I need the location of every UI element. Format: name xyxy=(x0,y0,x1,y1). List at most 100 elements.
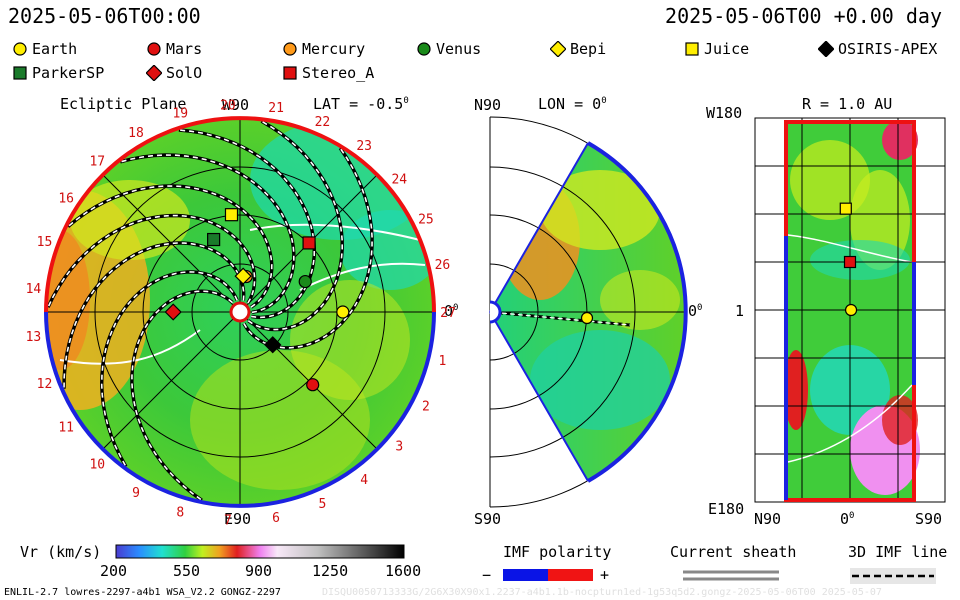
colorbar-tick: 1250 xyxy=(312,562,349,580)
colorbar-tick: 1600 xyxy=(385,562,422,580)
legend-label: Earth xyxy=(32,40,78,58)
legend-item-osiris-apex: OSIRIS-APEX xyxy=(818,40,937,58)
colorbar-tick: 200 xyxy=(100,562,128,580)
ecliptic-e90-label: E90 xyxy=(224,510,252,528)
model-footer: ENLIL-2.7 lowres-2297-a4b1 WSA_V2.2 GONG… xyxy=(4,587,281,598)
carrington-label: 21 xyxy=(268,101,284,116)
carrington-label: 17 xyxy=(89,155,105,170)
legend-label: SolO xyxy=(166,64,203,82)
osiris-apex-marker xyxy=(264,336,282,354)
left-timestamp: 2025-05-06T00:00 xyxy=(8,4,201,28)
carrington-label: 15 xyxy=(37,235,53,250)
radial-surface-panel xyxy=(754,117,946,503)
current-sheath-title: Current sheath xyxy=(670,543,797,561)
carrington-label: 7 xyxy=(224,514,232,529)
earth-legend-icon xyxy=(13,42,27,56)
juice-legend-icon xyxy=(685,42,699,56)
ecliptic-w90-label: W90 xyxy=(222,96,250,114)
carrington-label: 4 xyxy=(360,473,368,488)
legend-item-stereo-a: Stereo_A xyxy=(282,64,374,82)
carrington-label: 26 xyxy=(435,258,451,273)
imf-field-line-dash xyxy=(120,154,295,314)
imf-field-line-dash xyxy=(47,214,256,308)
carrington-label: 2 xyxy=(422,399,430,414)
juice-marker xyxy=(224,208,239,222)
carrington-label: 10 xyxy=(89,457,105,472)
radial-one-label: 1 xyxy=(735,302,745,320)
carrington-label: 5 xyxy=(318,497,326,512)
right-timestamp: 2025-05-06T00 +0.00 day xyxy=(665,4,942,28)
ecliptic-title: Ecliptic Plane xyxy=(60,95,187,113)
meridional-n90-label: N90 xyxy=(474,96,502,114)
watermark-footer: DISQU0050713333G/2G6X30X90x1.2237-a4b1.1… xyxy=(322,587,882,598)
meridional-lon-label: LON = 00 xyxy=(538,95,607,113)
parkersp-marker xyxy=(207,232,221,247)
stereo-a-legend-icon xyxy=(283,66,297,80)
imf-field-line-dash xyxy=(100,271,238,467)
osiris-apex-legend-icon xyxy=(818,41,834,57)
carrington-label: 13 xyxy=(26,330,42,345)
imf-3d-title: 3D IMF line xyxy=(848,543,948,561)
legend-label: Venus xyxy=(436,40,482,58)
earth-meridional-marker xyxy=(580,311,594,325)
imf-field-line-dash xyxy=(247,120,343,331)
legend-label: Juice xyxy=(704,40,750,58)
carrington-label: 25 xyxy=(418,213,434,228)
legend-label: Bepi xyxy=(570,40,607,58)
legend-label: Stereo_A xyxy=(302,64,375,82)
legend-item-venus: Venus xyxy=(416,40,481,58)
carrington-label: 16 xyxy=(58,192,74,207)
imf-polarity-bar xyxy=(503,569,593,581)
legend-label: Mars xyxy=(166,40,203,58)
carrington-label: 22 xyxy=(315,115,331,130)
carrington-label: 14 xyxy=(26,282,42,297)
legend-item-mars: Mars xyxy=(146,40,202,58)
mars-marker xyxy=(306,378,320,392)
solo-marker xyxy=(164,303,182,321)
bepi-marker xyxy=(234,267,252,285)
stereo-a-marker xyxy=(302,236,316,250)
mars-legend-icon xyxy=(147,42,161,56)
carrington-label: 20 xyxy=(220,98,236,113)
imf-field-line-dash xyxy=(131,290,234,501)
stereo-a-radial-marker xyxy=(843,255,857,269)
legend-item-juice: Juice xyxy=(684,40,749,58)
colorbar-tick: 550 xyxy=(173,562,201,580)
earth-marker xyxy=(336,305,350,319)
meridional-zero-label: 00 xyxy=(688,302,703,320)
carrington-label: 24 xyxy=(391,172,407,187)
imf-minus-label: − xyxy=(482,566,492,584)
venus-legend-icon xyxy=(417,42,431,56)
legend-item-bepi: Bepi xyxy=(550,40,606,58)
carrington-label: 19 xyxy=(172,107,188,122)
radial-w180-label: W180 xyxy=(706,104,743,122)
velocity-colorbar xyxy=(115,544,405,559)
carrington-label: 3 xyxy=(395,440,403,455)
solo-legend-icon xyxy=(146,65,162,81)
legend-item-parkersp: ParkerSP xyxy=(12,64,104,82)
bepi-legend-icon xyxy=(550,41,566,57)
legend-item-earth: Earth xyxy=(12,40,77,58)
legend-item-solo: SolO xyxy=(146,64,202,82)
legend-label: ParkerSP xyxy=(32,64,105,82)
juice-radial-marker xyxy=(839,202,852,215)
carrington-label: 8 xyxy=(176,505,184,520)
carrington-label: 11 xyxy=(58,420,74,435)
legend-label: OSIRIS-APEX xyxy=(838,40,938,58)
ecliptic-zero-label: 00 xyxy=(444,302,459,320)
mercury-legend-icon xyxy=(283,42,297,56)
carrington-label: 1 xyxy=(438,354,446,369)
imf-plus-label: + xyxy=(600,566,610,584)
imf-field-line-dash xyxy=(63,242,245,389)
radial-n90-label: N90 xyxy=(754,510,782,528)
imf-polarity-title: IMF polarity xyxy=(503,543,612,561)
radial-e180-label: E180 xyxy=(708,500,745,518)
imf-3d-line-swatch xyxy=(850,568,936,584)
legend-item-mercury: Mercury xyxy=(282,40,365,58)
carrington-label: 23 xyxy=(356,139,372,154)
carrington-label: 12 xyxy=(37,377,53,392)
colorbar-title: Vr (km/s) xyxy=(20,543,102,561)
carrington-label: 18 xyxy=(128,126,144,141)
